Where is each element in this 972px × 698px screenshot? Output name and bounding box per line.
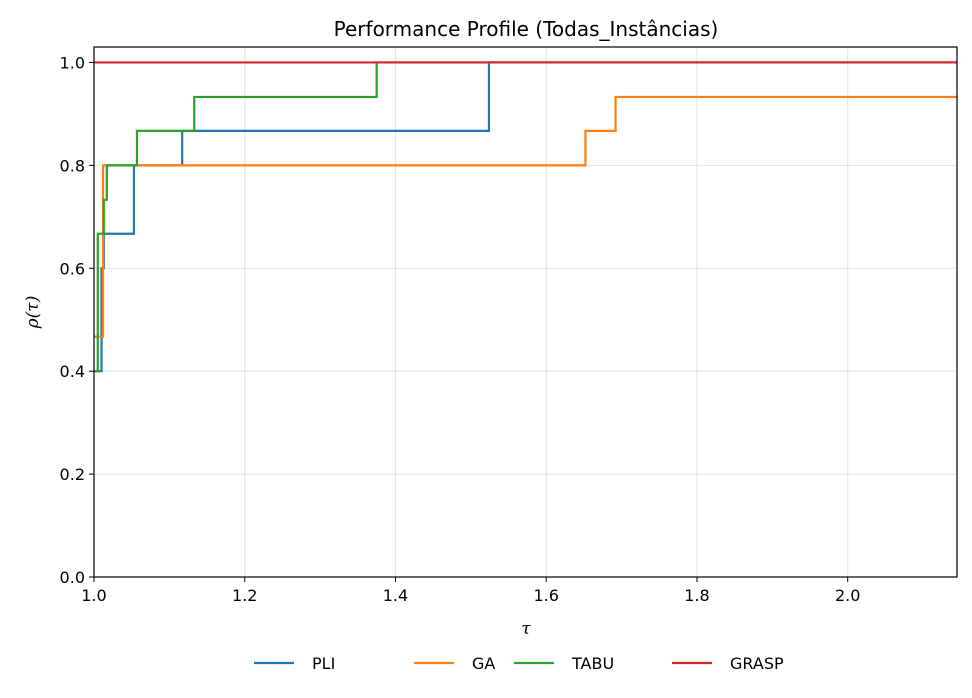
x-axis-label: τ xyxy=(521,619,531,639)
x-axis-ticks: 1.0 1.2 1.4 1.6 1.8 2.0 xyxy=(81,577,860,605)
legend-label-tabu: TABU xyxy=(571,654,614,673)
legend: PLI GA TABU GRASP xyxy=(254,654,784,673)
y-tick-label: 0.6 xyxy=(60,259,85,278)
legend-label-grasp: GRASP xyxy=(730,654,784,673)
x-tick-label: 2.0 xyxy=(835,586,860,605)
series-lines xyxy=(94,61,957,373)
x-tick-label: 1.0 xyxy=(81,586,106,605)
y-axis-label: ρ(τ) xyxy=(23,296,43,330)
x-tick-label: 1.2 xyxy=(232,586,257,605)
series-line-ga xyxy=(94,95,957,338)
x-tick-label: 1.8 xyxy=(684,586,709,605)
series-line-pli xyxy=(94,61,957,373)
chart-title: Performance Profile (Todas_Instâncias) xyxy=(334,17,719,41)
legend-label-pli: PLI xyxy=(312,654,335,673)
y-tick-label: 0.4 xyxy=(60,362,85,381)
x-tick-label: 1.4 xyxy=(383,586,408,605)
legend-label-ga: GA xyxy=(472,654,495,673)
y-tick-label: 0.0 xyxy=(60,568,85,587)
y-tick-label: 0.8 xyxy=(60,156,85,175)
y-tick-label: 1.0 xyxy=(60,53,85,72)
y-tick-label: 0.2 xyxy=(60,465,85,484)
series-line-tabu xyxy=(94,61,957,373)
grid xyxy=(93,47,957,578)
y-axis-ticks: 0.0 0.2 0.4 0.6 0.8 1.0 xyxy=(60,53,94,587)
x-tick-label: 1.6 xyxy=(534,586,559,605)
plot-frame xyxy=(93,46,958,578)
